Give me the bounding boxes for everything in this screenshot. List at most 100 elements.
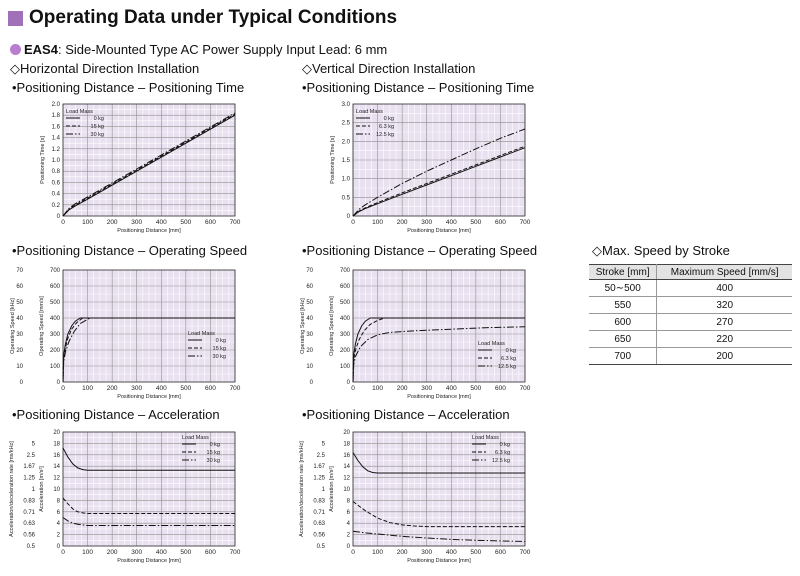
subtitle-h-speed: •Positioning Distance – Operating Speed	[12, 243, 248, 258]
y-tick-label: 1.4	[52, 136, 61, 142]
x-tick-label: 300	[421, 385, 432, 392]
table-row: 700 200	[589, 347, 792, 365]
series-line-2	[352, 501, 525, 528]
table-cell: 550	[589, 296, 658, 314]
y-axis-label: Operating Speed [mm/s]	[39, 296, 45, 356]
y-tick-label: 1.8	[52, 113, 61, 119]
x-axis-label: Positioning Distance [mm]	[117, 394, 181, 400]
x-tick-label: 500	[470, 549, 481, 556]
table-cell: 200	[656, 347, 792, 365]
plot-frame	[62, 269, 236, 383]
y-tick-label: 1.0	[52, 158, 61, 164]
y-tick-label: 8	[347, 498, 351, 504]
legend-label: 6.3 kg	[495, 450, 510, 456]
legend-label: 0 kg	[506, 348, 516, 354]
y-tick-label: 20	[53, 430, 60, 436]
legend-label: 30 kg	[213, 354, 226, 360]
y2-tick-label: 40	[16, 316, 23, 322]
model-line: EAS4 : Side-Mounted Type AC Power Supply…	[10, 42, 387, 57]
y2-tick-label: 50	[16, 300, 23, 306]
y-tick-label: 0	[347, 214, 351, 220]
y2-tick-label: 20	[306, 348, 313, 354]
x-tick-label: 400	[446, 219, 457, 226]
y2-tick-label: 1.67	[23, 464, 35, 470]
subtitle-v-time: •Positioning Distance – Positioning Time	[302, 80, 535, 95]
table-cell: 220	[656, 330, 792, 348]
y2-tick-label: 70	[16, 268, 23, 274]
legend-title: Load Mass	[356, 109, 383, 115]
y2-axis-label: Operating Speed [kHz]	[300, 298, 306, 354]
x-tick-label: 200	[397, 549, 408, 556]
series-line-1	[62, 317, 235, 383]
legend-label: 12.5 kg	[492, 458, 510, 464]
x-axis-label: Positioning Distance [mm]	[117, 558, 181, 564]
table-header-speed: Maximum Speed [mm/s]	[656, 264, 792, 280]
y-tick-label: 300	[50, 332, 61, 338]
y2-tick-label: 0.71	[313, 510, 325, 516]
y2-tick-label: 60	[306, 284, 313, 290]
y-tick-label: 12	[53, 476, 60, 482]
y-tick-label: 0	[347, 380, 351, 386]
x-tick-label: 300	[421, 549, 432, 556]
y2-tick-label: 1.25	[313, 476, 325, 482]
subtitle-h-time: •Positioning Distance – Positioning Time	[12, 80, 245, 95]
y2-tick-label: 30	[306, 332, 313, 338]
table-cell: 700	[589, 347, 658, 365]
series-line-1	[62, 114, 236, 217]
y2-tick-label: 1.25	[23, 476, 35, 482]
y2-tick-label: 0.83	[23, 498, 35, 504]
y-tick-label: 0	[347, 544, 351, 550]
y2-tick-label: 10	[306, 364, 313, 370]
x-tick-label: 0	[351, 385, 355, 392]
table-cell: 650	[589, 330, 658, 348]
table-cell: 320	[656, 296, 792, 314]
y2-axis-label: Acceleration/deceleration rate [ms/kHz]	[9, 441, 15, 537]
table-row: 50∼500 400	[589, 279, 792, 297]
y-tick-label: 0	[57, 544, 61, 550]
table-cell: 270	[656, 313, 792, 331]
y-tick-label: 2.5	[342, 121, 351, 127]
series-line-3	[62, 112, 236, 217]
y-tick-label: 2.0	[52, 102, 61, 108]
plot-frame	[352, 103, 526, 217]
plot-frame	[62, 431, 236, 547]
x-tick-label: 300	[131, 549, 142, 556]
y-tick-label: 600	[340, 284, 351, 290]
section-vertical: ◇Vertical Direction Installation	[302, 61, 476, 76]
legend-label: 6.3 kg	[379, 124, 394, 130]
series-line-2	[352, 317, 525, 383]
series-line-3	[352, 128, 526, 217]
y-tick-label: 2	[57, 533, 61, 539]
legend-label: 0 kg	[216, 338, 226, 344]
y2-tick-label: 5	[32, 441, 36, 447]
y-tick-label: 18	[53, 441, 60, 447]
x-tick-label: 600	[205, 549, 216, 556]
x-tick-label: 100	[82, 549, 93, 556]
series-line-1	[352, 317, 525, 383]
x-tick-label: 300	[421, 219, 432, 226]
max-speed-table: Stroke [mm] Maximum Speed [mm/s] 50∼500 4…	[589, 264, 792, 365]
x-tick-label: 0	[61, 385, 65, 392]
plot-frame	[352, 431, 526, 547]
x-tick-label: 600	[205, 219, 216, 226]
x-axis-label: Positioning Distance [mm]	[407, 558, 471, 564]
y-axis-label: Positioning Time [s]	[330, 136, 336, 184]
y-tick-label: 600	[50, 284, 61, 290]
x-axis-label: Positioning Distance [mm]	[407, 228, 471, 234]
y-tick-label: 0.6	[52, 180, 61, 186]
x-tick-label: 200	[397, 219, 408, 226]
x-tick-label: 600	[495, 219, 506, 226]
legend-title: Load Mass	[478, 341, 505, 347]
legend-label: 0 kg	[94, 116, 104, 122]
y2-tick-label: 0.56	[313, 533, 325, 539]
legend-label: 0 kg	[500, 442, 510, 448]
y2-tick-label: 0.63	[23, 521, 35, 527]
model-description: : Side-Mounted Type AC Power Supply Inpu…	[57, 42, 388, 57]
series-line-2	[62, 113, 236, 217]
x-tick-label: 0	[351, 219, 355, 226]
y2-tick-label: 0.63	[313, 521, 325, 527]
x-tick-label: 500	[180, 385, 191, 392]
y-tick-label: 6	[57, 510, 61, 516]
